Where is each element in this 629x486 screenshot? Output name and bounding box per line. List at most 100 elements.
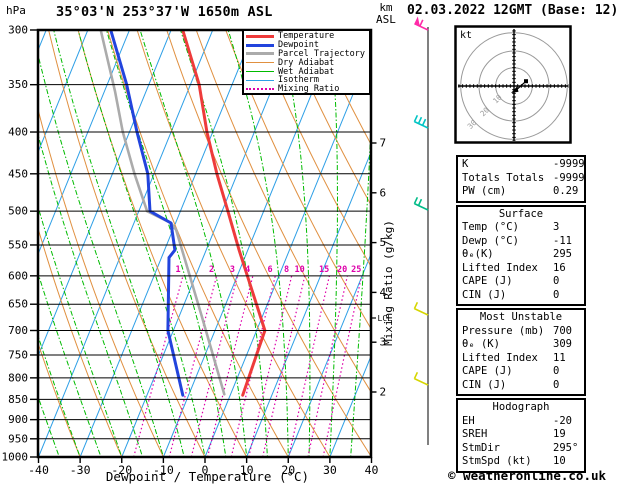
temp-tick-label: -40 <box>28 463 49 477</box>
mixing-ratio-label: 8 <box>284 265 289 275</box>
legend-swatch <box>246 52 274 56</box>
panel-row: PW (cm) 0.29 <box>458 185 584 199</box>
mixing-ratio-label: 15 <box>319 265 329 275</box>
wet-adiabat-line <box>77 30 206 457</box>
temp-tick-label: -30 <box>70 463 91 477</box>
pressure-tick-label: 550 <box>8 238 28 251</box>
isotherm-line <box>121 30 297 457</box>
temp-tick-label: 20 <box>281 463 295 477</box>
panel-row-value: 0.29 <box>553 185 579 197</box>
legend-label: Dewpoint <box>278 40 319 51</box>
panel-row-label: CIN (J) <box>462 288 507 301</box>
panel-row-value: 16 <box>553 261 566 274</box>
legend-swatch <box>246 88 274 91</box>
panel-row-value: 295 <box>553 248 572 260</box>
panel-row-label: Totals Totals <box>462 171 545 184</box>
pressure-tick-label: 800 <box>8 371 28 384</box>
mixing-ratio-label: 10 <box>294 265 304 275</box>
isotherm-line <box>162 30 339 457</box>
temp-tick-label: 10 <box>240 463 254 477</box>
mixing-ratio-label: 3 <box>230 265 235 275</box>
panel-row-value: -9999 <box>553 158 585 170</box>
mixing-ratio-label: 4 <box>245 265 250 275</box>
panel-row-label: θₑ (K) <box>462 338 500 350</box>
pressure-tick-label: 500 <box>8 205 28 218</box>
dry-adiabat-line <box>107 30 289 457</box>
wind-barb <box>413 371 429 386</box>
wet-adiabat-line <box>53 30 185 457</box>
dry-adiabat-line <box>38 341 81 457</box>
legend-item: Dry Adiabat <box>246 58 367 68</box>
isotherm-line <box>0 30 5 457</box>
altitude-tick-label: 6 <box>380 186 387 199</box>
wet-adiabat-line <box>38 271 102 457</box>
dry-adiabat-line <box>166 30 371 457</box>
panel-row-value: -11 <box>553 234 572 247</box>
panel-row-value: 11 <box>553 351 566 364</box>
panel-row: Temp (°C) 3 <box>458 221 584 235</box>
run-date-title: 02.03.2022 12GMT (Base: 12) <box>407 3 619 18</box>
panel-row: CAPE (J) 0 <box>458 365 584 379</box>
mixing-ratio-label: 20 <box>337 265 347 275</box>
pressure-tick-label: 950 <box>8 432 28 445</box>
wet-adiabat-line <box>38 334 81 457</box>
dry-adiabat-line <box>77 30 248 457</box>
altitude-tick-label: 2 <box>380 386 387 399</box>
panel-box: Most Unstable Pressure (mb) 700 θₑ (K) 309 Li… <box>456 308 586 396</box>
wet-adiabat-line <box>38 204 123 457</box>
isotherm-line <box>79 30 255 457</box>
pressure-tick-label: 650 <box>8 298 28 311</box>
legend-item: Mixing Ratio <box>246 84 367 94</box>
panel-row-label: θₑ(K) <box>462 248 494 260</box>
mixing-ratio-line <box>262 275 306 457</box>
wet-adiabat-line <box>179 30 268 457</box>
panel-box-header: Most Unstable <box>479 311 563 323</box>
panel-row-label: Pressure (mb) <box>462 324 545 337</box>
panel-row-label: Dewp (°C) <box>462 234 519 247</box>
panel-row-value: -20 <box>553 414 572 427</box>
panel-box: Hodograph EH -20 SREH 19 StmDir 295° StmSpd (kt… <box>456 398 586 473</box>
panel-row-value: 3 <box>553 221 560 233</box>
mixing-ratio-line <box>133 275 184 457</box>
panel-row-value: 0 <box>553 365 560 377</box>
pressure-tick-label: 350 <box>8 78 28 91</box>
mixing-ratio-line <box>190 275 239 457</box>
legend-item: Parcel Trajectory <box>246 49 367 59</box>
panel-row-value: 19 <box>553 428 566 440</box>
altitude-unit-label: km ASL <box>376 2 396 26</box>
wet-adiabat-line <box>280 30 311 457</box>
panel-row-value: -9999 <box>553 171 585 184</box>
panel-row: Lifted Index 16 <box>458 262 584 276</box>
panel-row-value: 0 <box>553 275 560 287</box>
altitude-tick-label: 3 <box>380 336 387 349</box>
altitude-tick-label: 4 <box>380 286 387 299</box>
panel-row: CIN (J) 0 <box>458 379 584 393</box>
storm-motion-marker <box>524 79 528 84</box>
panel-row-value: 10 <box>553 455 566 467</box>
wet-adiabat-line <box>370 456 371 457</box>
panel-row: Pressure (mb) 700 <box>458 325 584 339</box>
panel-row-label: StmSpd (kt) <box>462 455 532 467</box>
wet-adiabat-line <box>38 52 164 457</box>
storm-motion-arrow <box>511 86 519 93</box>
isotherm-line <box>204 48 371 457</box>
legend-swatch <box>246 71 274 73</box>
panel-row-label: K <box>462 158 469 170</box>
mixing-ratio-line <box>322 275 363 457</box>
legend-item: Dewpoint <box>246 40 367 51</box>
panel-box-header: Surface <box>498 207 544 220</box>
panel-row-label: PW (cm) <box>462 185 507 197</box>
mixing-axis-title: Mixing Ratio (g/kg) <box>382 220 395 346</box>
pressure-tick-label: 600 <box>8 269 28 282</box>
panel-row-label: CAPE (J) <box>462 365 513 377</box>
altitude-tick-label: 7 <box>380 137 387 150</box>
legend-label: Temperature <box>278 31 335 42</box>
wet-adiabat-line <box>139 30 248 457</box>
dry-adiabat-line <box>38 226 123 457</box>
pressure-tick-label: 700 <box>8 324 28 337</box>
panel-row: θₑ(K) 295 <box>458 248 584 262</box>
isotherm-line <box>329 354 371 457</box>
altitude-tick-label: 5 <box>380 236 387 249</box>
panel-row-value: 295° <box>553 441 579 454</box>
pressure-tick-label: 850 <box>8 393 28 406</box>
